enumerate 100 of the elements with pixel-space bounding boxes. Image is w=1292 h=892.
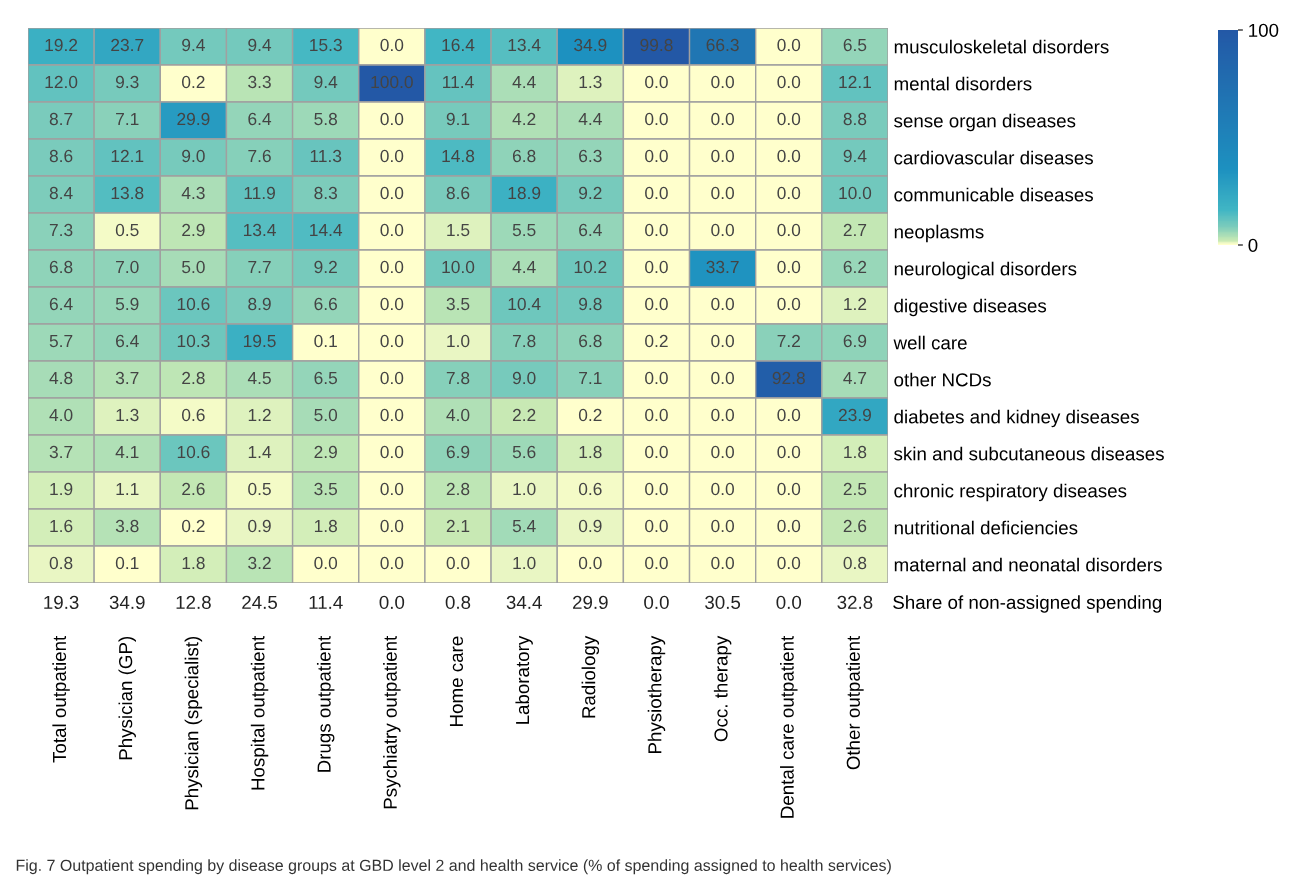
data-label: 0.0 — [645, 519, 668, 533]
data-label: 10.6 — [177, 445, 210, 459]
data-label: 9.4 — [182, 38, 205, 52]
data-label: 5.7 — [49, 335, 73, 348]
data-label: 0.0 — [645, 260, 668, 274]
text: 29.9 — [573, 595, 608, 610]
data-label: 6.5 — [314, 371, 338, 385]
data-label: 0.0 — [380, 260, 404, 274]
data-label: 3.5 — [314, 482, 338, 496]
data-label: 0.1 — [115, 556, 139, 570]
data-label: 2.9 — [182, 223, 205, 237]
x-tick-label: Other outpatient — [846, 635, 864, 770]
data-label: 0.0 — [777, 482, 801, 496]
x-tick-label: Home care — [449, 636, 464, 726]
data-label: 0.0 — [777, 408, 801, 422]
data-label: 0.6 — [578, 482, 602, 496]
data-label: 13.4 — [508, 38, 541, 52]
data-label: 0.0 — [711, 519, 734, 533]
data-label: 0.0 — [645, 186, 668, 200]
data-label: 5.4 — [512, 520, 536, 533]
data-label: 0.6 — [182, 408, 205, 422]
data-label: 0.0 — [711, 556, 734, 570]
text: 30.5 — [705, 595, 741, 610]
data-label: 1.8 — [314, 519, 338, 533]
data-label: 1.5 — [447, 224, 470, 237]
data-label: 0.0 — [711, 75, 734, 89]
text: 0.0 — [379, 595, 405, 610]
data-label: 0.0 — [777, 186, 801, 200]
data-label: 12.1 — [111, 149, 144, 162]
data-label: 10.0 — [839, 186, 872, 200]
data-label: 11.4 — [443, 76, 474, 88]
data-label: 0.0 — [645, 482, 668, 496]
data-label: 12.1 — [839, 75, 871, 88]
data-label: 7.6 — [248, 149, 271, 163]
data-label: 14.8 — [442, 149, 475, 163]
x-tick-label: Physician (specialist) — [184, 636, 203, 810]
data-label: 9.3 — [115, 75, 139, 89]
data-label: 4.7 — [843, 372, 867, 384]
data-label: 7.1 — [116, 113, 139, 125]
x-tick-label: Occ. therapy — [713, 635, 732, 742]
data-label: 1.9 — [50, 482, 73, 496]
x-tick-label: Drugs outpatient — [316, 635, 335, 772]
data-label: 1.8 — [844, 445, 867, 459]
data-label: 0.0 — [777, 556, 801, 570]
data-label: 2.1 — [446, 519, 470, 532]
data-label: 0.0 — [380, 519, 404, 533]
y-tick-label: well care — [893, 335, 967, 350]
data-label: 3.8 — [115, 519, 139, 533]
data-label: 0.9 — [248, 519, 271, 533]
data-label: 9.4 — [843, 149, 867, 163]
data-label: 0.0 — [645, 297, 668, 311]
data-label: 1.2 — [248, 408, 271, 421]
data-label: 0.9 — [578, 519, 602, 533]
y-tick-label: skin and subcutaneous diseases — [894, 446, 1164, 461]
data-label: 9.4 — [248, 38, 272, 52]
data-label: 7.1 — [579, 372, 602, 384]
text: 34.4 — [506, 595, 542, 610]
data-label: 4.2 — [512, 112, 536, 125]
y-tick-label: communicable diseases — [894, 187, 1093, 202]
data-label: 11.3 — [310, 149, 342, 163]
data-label: 6.8 — [49, 260, 73, 274]
data-label: 7.2 — [777, 334, 800, 347]
data-label: 4.3 — [181, 186, 205, 200]
data-label: 8.9 — [248, 297, 271, 311]
data-label: 2.8 — [182, 371, 205, 385]
data-label: 1.8 — [182, 556, 205, 570]
data-label: 3.3 — [248, 75, 271, 89]
data-label: 0.0 — [711, 334, 734, 348]
y-tick-label: musculoskeletal disorders — [894, 39, 1109, 54]
data-label: 0.0 — [711, 482, 734, 496]
data-label: 4.5 — [247, 372, 271, 385]
data-label: 2.6 — [182, 482, 205, 496]
data-label: 4.8 — [49, 371, 73, 385]
data-label: 12.0 — [45, 75, 78, 89]
y-tick-label: mental disorders — [894, 76, 1032, 91]
data-label: 8.8 — [843, 112, 867, 126]
data-label: 0.5 — [248, 482, 271, 496]
text: 0.8 — [445, 595, 471, 610]
data-label: 7.8 — [512, 334, 536, 348]
data-label: 0.0 — [777, 297, 801, 311]
data-label: 5.9 — [115, 297, 139, 311]
text: 34.9 — [109, 595, 145, 610]
data-label: 4.4 — [578, 113, 602, 125]
data-label: 4.4 — [512, 76, 536, 88]
data-label: 0.2 — [182, 75, 205, 89]
data-label: 6.9 — [843, 334, 867, 348]
data-label: 0.0 — [380, 186, 404, 200]
data-label: 29.9 — [177, 112, 210, 126]
data-label: 19.5 — [243, 334, 276, 348]
data-label: 1.4 — [248, 446, 272, 458]
data-label: 0.0 — [777, 38, 801, 52]
data-label: 0.8 — [49, 556, 73, 570]
data-label: 0.0 — [645, 371, 668, 385]
data-label: 6.4 — [49, 297, 73, 311]
data-label: 0.2 — [645, 334, 668, 348]
data-label: 8.4 — [49, 186, 73, 200]
y-tick-label: diabetes and kidney diseases — [894, 409, 1139, 428]
data-label: 0.0 — [380, 556, 404, 570]
data-label: 0.0 — [446, 556, 470, 570]
data-label: 8.7 — [49, 112, 73, 126]
